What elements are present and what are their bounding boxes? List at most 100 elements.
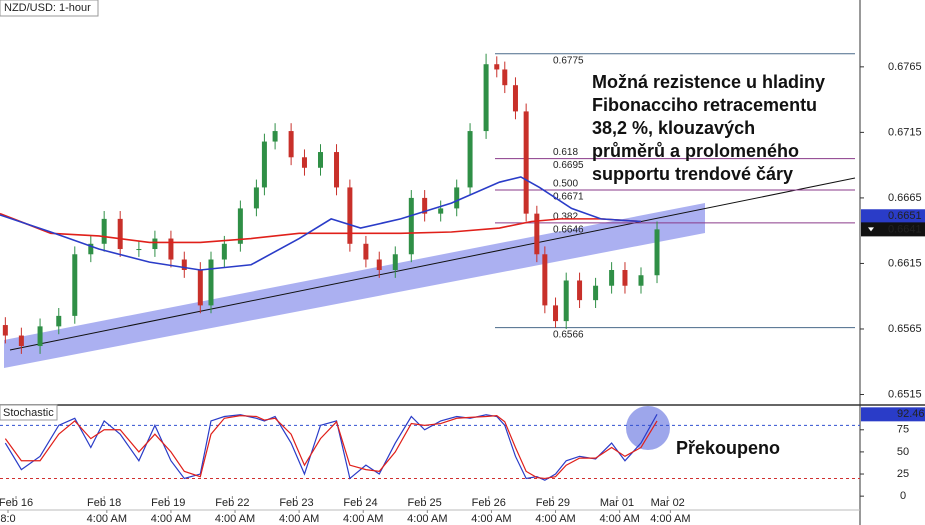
y-tick-label: 0.6665 bbox=[888, 192, 922, 204]
fib-ratio: 0.618 bbox=[553, 147, 578, 158]
candle-body bbox=[363, 243, 369, 260]
annotation-line: průměrů a prolomeného bbox=[592, 141, 799, 161]
candle-body bbox=[467, 131, 473, 188]
annotation-line: 38,2 %, klouzavých bbox=[592, 118, 755, 138]
fib-price: 0.6646 bbox=[553, 224, 584, 235]
candle-body bbox=[563, 280, 569, 322]
y-tick-label: 25 bbox=[897, 468, 909, 480]
x-tick-label-secondary: 4:00 AM bbox=[650, 513, 690, 525]
trend-line bbox=[9, 177, 856, 351]
candle-body bbox=[534, 213, 540, 255]
candle-body bbox=[609, 270, 615, 286]
candle-body bbox=[88, 243, 94, 255]
fib-price: 0.6695 bbox=[553, 160, 584, 171]
candle-body bbox=[347, 187, 353, 244]
candle-body bbox=[483, 64, 489, 132]
candle-body bbox=[237, 208, 243, 244]
x-tick-label-secondary: 4:00 AM bbox=[279, 513, 319, 525]
candle-body bbox=[422, 197, 428, 214]
candle-body bbox=[221, 243, 227, 260]
indicator-tag-label: 92.46 bbox=[897, 408, 925, 420]
x-tick-label-secondary: 4:00 AM bbox=[535, 513, 575, 525]
annotation: Překoupeno bbox=[676, 438, 780, 458]
candle-body bbox=[136, 249, 142, 251]
candle-body bbox=[454, 187, 460, 209]
candle-body bbox=[502, 69, 508, 86]
candle-body bbox=[37, 326, 43, 347]
candle-body bbox=[523, 111, 529, 214]
candle-body bbox=[408, 197, 414, 255]
x-tick-label: Feb 16 bbox=[0, 497, 33, 509]
candle-body bbox=[72, 254, 78, 316]
y-tick-label: 0.6715 bbox=[888, 126, 922, 138]
candle-body bbox=[168, 238, 174, 260]
series-line bbox=[0, 176, 642, 271]
x-tick-label: Feb 26 bbox=[472, 497, 506, 509]
candle-body bbox=[638, 275, 644, 286]
candle-body bbox=[577, 280, 583, 301]
candle-body bbox=[494, 64, 500, 70]
indicator-tag bbox=[861, 407, 925, 422]
highlight-circle bbox=[626, 406, 670, 450]
annotation-line: Možná rezistence u hladiny bbox=[592, 72, 825, 92]
y-tick-label: 75 bbox=[897, 424, 909, 436]
annotation-line: Fibonacciho retracementu bbox=[592, 95, 817, 115]
price-tag bbox=[861, 209, 925, 224]
x-tick-label: Feb 23 bbox=[279, 497, 313, 509]
series-line bbox=[0, 212, 642, 244]
candle-body bbox=[438, 208, 444, 214]
y-tick-label: 0.6615 bbox=[888, 257, 922, 269]
fib-ratio: 0.500 bbox=[553, 179, 578, 190]
candle-body bbox=[152, 238, 158, 250]
x-tick-label-secondary: 8:0 bbox=[0, 513, 15, 525]
fib-price: 0.6671 bbox=[553, 192, 584, 203]
candle-body bbox=[101, 218, 107, 244]
candle-body bbox=[542, 254, 548, 306]
x-tick-label: Feb 25 bbox=[408, 497, 442, 509]
y-tick-label: 0.6765 bbox=[888, 61, 922, 73]
candle-body bbox=[208, 259, 214, 306]
candle-body bbox=[654, 229, 660, 276]
candle-body bbox=[18, 335, 24, 347]
fib-price: 0.6566 bbox=[553, 329, 584, 340]
x-tick-label: Feb 24 bbox=[343, 497, 377, 509]
x-tick-label: Feb 22 bbox=[215, 497, 249, 509]
candle-body bbox=[2, 325, 8, 336]
candle-body bbox=[317, 152, 323, 168]
x-tick-label-secondary: 4:00 AM bbox=[471, 513, 511, 525]
candle-body bbox=[288, 131, 294, 158]
candle-body bbox=[253, 187, 259, 209]
candle-body bbox=[272, 131, 278, 142]
candle-body bbox=[512, 85, 518, 112]
x-tick-label: Feb 29 bbox=[536, 497, 570, 509]
candle-body bbox=[392, 254, 398, 270]
y-tick-label: 50 bbox=[897, 446, 909, 458]
x-tick-label-secondary: 4:00 AM bbox=[151, 513, 191, 525]
candle-body bbox=[301, 157, 307, 168]
x-tick-label-secondary: 4:00 AM bbox=[343, 513, 383, 525]
indicator-title: Stochastic bbox=[3, 407, 54, 419]
x-tick-label: Feb 19 bbox=[151, 497, 185, 509]
x-tick-label-secondary: 4:00 AM bbox=[599, 513, 639, 525]
annotation-line: supportu trendové čáry bbox=[592, 164, 793, 184]
x-tick-label: Mar 02 bbox=[651, 497, 685, 509]
title-box bbox=[0, 0, 99, 17]
last-price-marker bbox=[868, 227, 874, 232]
candle-body bbox=[117, 218, 123, 250]
x-tick-label-secondary: 4:00 AM bbox=[87, 513, 127, 525]
candle-body bbox=[593, 285, 599, 301]
fib-ratio: 0.382 bbox=[553, 211, 578, 222]
candle-body bbox=[334, 152, 340, 188]
y-tick-label: 0 bbox=[900, 490, 906, 502]
x-tick-label-secondary: 4:00 AM bbox=[407, 513, 447, 525]
candle-body bbox=[181, 259, 187, 270]
x-tick-label: Feb 18 bbox=[87, 497, 121, 509]
last-price-label: 0.6641 bbox=[888, 223, 922, 235]
chart-title: NZD/USD: 1-hour bbox=[4, 2, 91, 14]
series-line bbox=[4, 415, 658, 480]
x-tick-label: Mar 01 bbox=[600, 497, 634, 509]
candle-body bbox=[553, 305, 559, 322]
x-tick-label-secondary: 4:00 AM bbox=[215, 513, 255, 525]
candle-body bbox=[197, 270, 203, 306]
